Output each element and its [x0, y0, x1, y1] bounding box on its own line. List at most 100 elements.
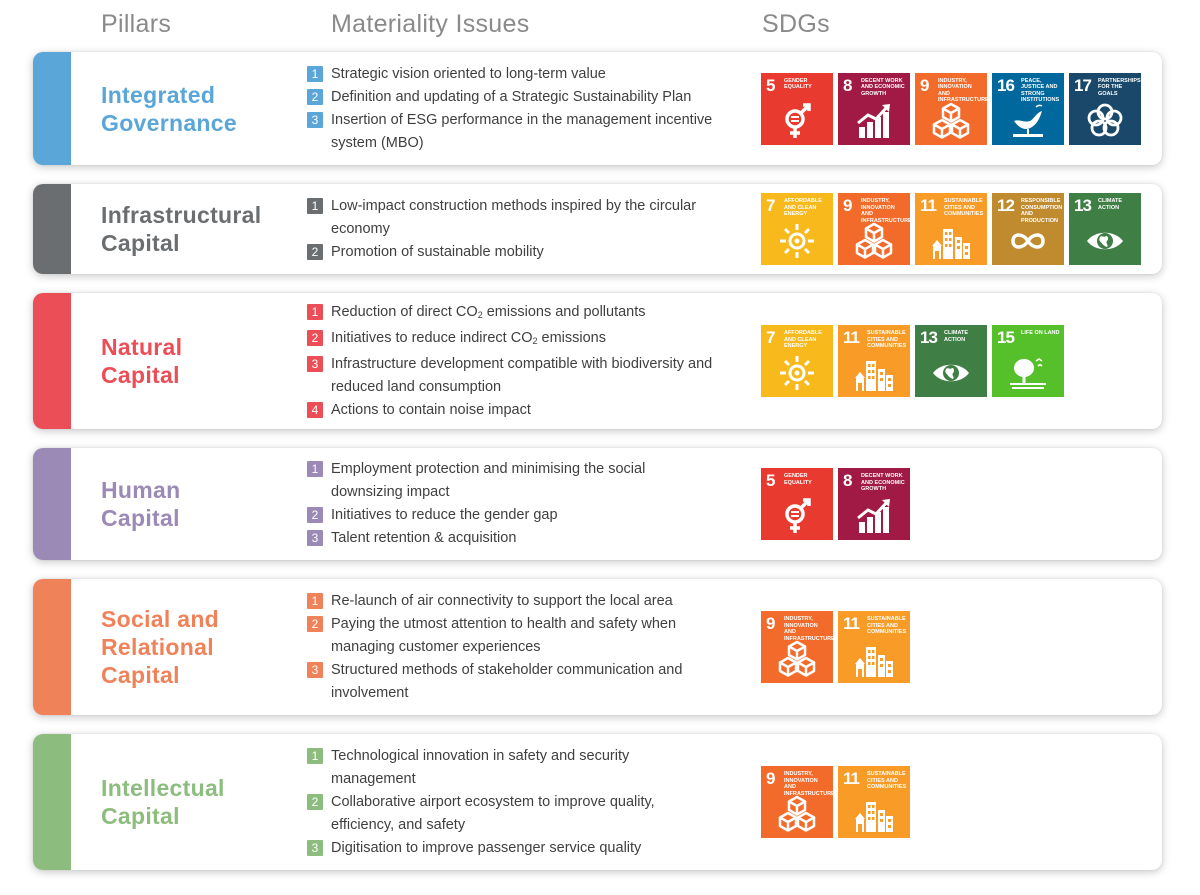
sdg-8-tile: 8 Decent Work and Economic Growth — [838, 72, 910, 145]
issue-number-badge: 1 — [307, 461, 323, 477]
issue-text-main: Infrastructure development compatible wi… — [331, 355, 713, 395]
materiality-issue: 1 Re-launch of air connectivity to suppor… — [307, 590, 717, 613]
issue-number-badge: 2 — [307, 793, 323, 810]
pillar-card-integrated-governance: Integrated Governance 1 Strategic vision o… — [33, 52, 1162, 165]
materiality-issue: 3 Digitisation to improve passenger servi… — [307, 837, 717, 860]
sdg-number: 9 — [766, 769, 776, 788]
tree-icon — [992, 352, 1064, 394]
issue-text: Paying the utmost attention to health an… — [331, 613, 717, 659]
issue-text: Initiatives to reduce the gender gap — [331, 504, 717, 527]
issue-number-badge: 1 — [307, 65, 323, 82]
issue-text: Infrastructure development compatible wi… — [331, 353, 717, 399]
issue-text-main: Employment protection and minimising the… — [331, 461, 646, 500]
issue-text-main: Promotion of sustainable mobility — [331, 243, 544, 260]
sdg-label: Sustainable Cities and Communities — [867, 616, 907, 635]
materiality-issue: 2 Collaborative airport ecosystem to impr… — [307, 791, 717, 837]
pillar-color-bar — [33, 184, 71, 274]
materiality-issues-list: 1 Technological innovation in safety and … — [307, 734, 717, 870]
pillar-title: Infrastructural Capital — [101, 184, 301, 274]
issue-number-badge: 3 — [307, 355, 323, 372]
sdg-number: 7 — [766, 328, 776, 347]
issue-text-main: Technological innovation in safety and s… — [331, 747, 630, 787]
rings-icon — [1069, 100, 1141, 142]
sdg-number: 16 — [997, 75, 1015, 95]
sdg-9-tile: 9 Industry, Innovation and Infrastructure — [761, 611, 833, 683]
sdg-label: Industry, Innovation and Infrastructure — [861, 198, 910, 224]
sdg-number: 11 — [920, 196, 937, 215]
sdg-number: 11 — [843, 614, 860, 633]
materiality-issues-list: 1 Low-impact construction methods inspire… — [307, 184, 717, 274]
sdg-label: Affordable and Clean Energy — [784, 198, 822, 217]
issue-number-badge: 3 — [307, 530, 323, 546]
sdg-7-tile: 7 Affordable and Clean Energy — [761, 325, 833, 397]
issue-text-main: Actions to contain noise impact — [331, 401, 531, 418]
issue-text-main: Digitisation to improve passenger servic… — [331, 839, 642, 856]
issue-number-badge: 4 — [307, 401, 323, 418]
sdg-label: Gender Equality — [784, 473, 812, 486]
sdg-label: Climate Action — [1098, 198, 1123, 211]
sdg-number: 9 — [843, 196, 853, 215]
sdg-number: 11 — [843, 328, 860, 347]
issue-subscript: 2 — [532, 335, 538, 346]
issue-text-main: Structured methods of stakeholder commun… — [331, 661, 683, 701]
materiality-issue: 3 Talent retention & acquisition — [307, 527, 717, 550]
sdg-label: Decent Work and Economic Growth — [861, 473, 905, 492]
materiality-issues-list: 1 Re-launch of air connectivity to suppor… — [307, 579, 717, 715]
sdg-label: Sustainable Cities and Communities — [867, 771, 907, 790]
pillar-title: Intellectual Capital — [101, 734, 301, 870]
sdg-icons-row: 9 Industry, Innovation and Infrastructure… — [761, 734, 915, 870]
materiality-issue: 2 Definition and updating of a Strategic … — [307, 86, 717, 109]
sdg-label: Sustainable Cities and Communities — [944, 198, 984, 217]
materiality-issue: 2 Initiatives to reduce the gender gap — [307, 504, 717, 527]
cubes-icon — [838, 220, 910, 262]
sdg-8-tile: 8 Decent Work and Economic Growth — [838, 468, 910, 540]
pillar-card-natural-capital: Natural Capital 1 Reduction of direct CO2 … — [33, 293, 1162, 429]
issue-number-badge: 1 — [307, 303, 323, 320]
issue-text-tail: emissions — [537, 329, 606, 346]
issue-number-badge: 2 — [307, 615, 323, 632]
sdg-label: Climate Action — [944, 330, 969, 343]
sdg-label: Responsible Consumption and Production — [1021, 198, 1063, 224]
sdg-number: 15 — [997, 328, 1015, 347]
sdg-icons-row: 7 Affordable and Clean Energy 9 Industry, I… — [761, 184, 1146, 274]
materiality-issue: 4 Actions to contain noise impact — [307, 399, 717, 422]
materiality-issue: 1 Technological innovation in safety and … — [307, 745, 717, 791]
issue-text: Employment protection and minimising the… — [331, 458, 717, 504]
sdg-11-tile: 11 Sustainable Cities and Communities — [838, 325, 910, 397]
issue-text-main: Strategic vision oriented to long-term v… — [331, 65, 606, 82]
city-icon — [838, 793, 910, 835]
sdg-label: Sustainable Cities and Communities — [867, 330, 907, 349]
issue-subscript: 2 — [477, 309, 483, 320]
sdg-7-tile: 7 Affordable and Clean Energy — [761, 193, 833, 265]
pillar-title-text: Social and Relational Capital — [101, 606, 220, 688]
sdg-number: 9 — [766, 614, 776, 633]
issue-text: Actions to contain noise impact — [331, 399, 717, 422]
materiality-issue: 2 Initiatives to reduce indirect CO2 emis… — [307, 327, 717, 353]
sdg-label: Decent Work and Economic Growth — [861, 77, 905, 97]
issue-text: Reduction of direct CO2 emissions and po… — [331, 301, 717, 327]
sdg-label: Industry, Innovation and Infrastructure — [938, 77, 987, 104]
issue-text: Promotion of sustainable mobility — [331, 241, 717, 264]
issue-number-badge: 2 — [307, 507, 323, 523]
sdg-label: Gender Equality — [784, 77, 812, 91]
issue-number-badge: 2 — [307, 243, 323, 260]
sdg-16-tile: 16 Peace, Justice and Strong Institutions — [992, 72, 1064, 145]
issue-text-main: Initiatives to reduce indirect CO — [331, 329, 533, 346]
issue-text-main: Low-impact construction methods inspired… — [331, 197, 697, 237]
issue-text-main: Re-launch of air connectivity to support… — [331, 592, 673, 609]
column-header-sdgs: SDGs — [762, 10, 830, 38]
issue-text: Structured methods of stakeholder commun… — [331, 659, 717, 705]
city-icon — [838, 638, 910, 680]
pillar-card-infrastructural-capital: Infrastructural Capital 1 Low-impact const… — [33, 184, 1162, 274]
pillar-color-bar — [33, 52, 71, 165]
issue-text: Technological innovation in safety and s… — [331, 745, 717, 791]
cubes-icon — [915, 100, 987, 142]
pillar-title-text: Human Capital — [101, 477, 181, 531]
sdg-number: 17 — [1074, 75, 1092, 95]
materiality-issue: 1 Reduction of direct CO2 emissions and p… — [307, 301, 717, 327]
sdg-label: Partnerships for the Goals — [1098, 77, 1141, 97]
issue-text-main: Talent retention & acquisition — [331, 530, 517, 546]
pillar-title-text: Integrated Governance — [101, 81, 237, 136]
issue-text: Insertion of ESG performance in the mana… — [331, 109, 717, 155]
issue-number-badge: 3 — [307, 111, 323, 128]
